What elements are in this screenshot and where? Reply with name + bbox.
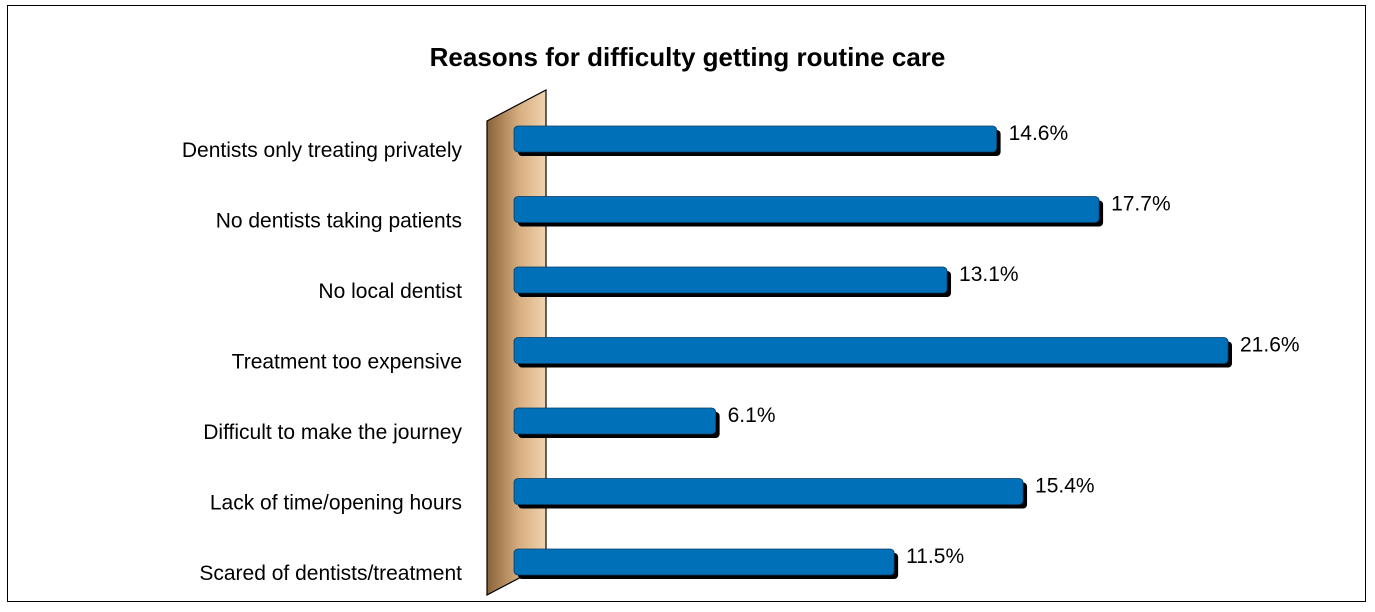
bar [513, 548, 895, 576]
bar-value-label: 11.5% [906, 545, 964, 568]
bar-value-label: 15.4% [1035, 475, 1095, 498]
category-label: Dentists only treating privately [182, 139, 463, 162]
category-label: Treatment too expensive [232, 351, 462, 374]
category-label: No dentists taking patients [216, 210, 462, 233]
category-label: Scared of dentists/treatment [199, 562, 462, 585]
chart-title: Reasons for difficulty getting routine c… [429, 42, 946, 72]
bar-value-label: 13.1% [959, 263, 1019, 286]
category-label: Difficult to make the journey [203, 421, 462, 444]
bar-value-label: 21.6% [1240, 334, 1300, 357]
category-label: No local dentist [318, 280, 462, 303]
bar [513, 196, 1100, 223]
bar [513, 407, 717, 435]
bar [513, 478, 1024, 505]
bar-value-label: 6.1% [728, 404, 776, 427]
category-label: Lack of time/opening hours [210, 492, 462, 515]
bar [513, 266, 948, 294]
bar [513, 125, 998, 153]
bar-value-label: 14.6% [1009, 122, 1069, 145]
bar-value-label: 17.7% [1111, 193, 1171, 216]
bar [513, 337, 1229, 364]
